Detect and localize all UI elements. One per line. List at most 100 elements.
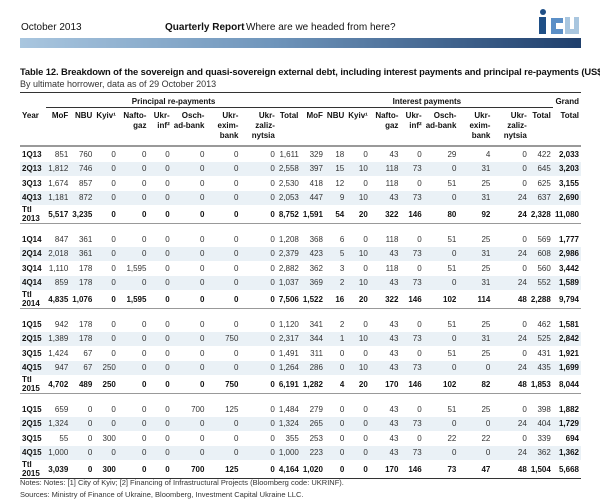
value-cell: 3,039 <box>46 460 71 479</box>
value-cell: 73 <box>400 360 424 375</box>
value-cell: 6,191 <box>278 379 299 389</box>
value-cell: 397 <box>300 161 325 176</box>
value-cell: 48 <box>517 294 527 304</box>
value-cell: 178 <box>70 331 95 346</box>
table-row: 3Q15 1,424 67 0 0 0 0 0 0 1,491 311 0 0 43 0 51 25 0 431 1,… <box>20 346 581 361</box>
table-row: 4Q13 1,181 872 0 0 0 0 0 0 2,053 447 9 10 43 73 0 31 24 63… <box>20 190 581 205</box>
value-cell: 0 <box>206 445 241 460</box>
year-cell: 1Q15 <box>22 319 42 329</box>
value-cell: 0 <box>117 161 149 176</box>
value-cell: 118 <box>385 263 399 273</box>
value-cell: 2,053 <box>276 190 301 205</box>
value-cell: 0 <box>233 234 239 244</box>
total-row: Ttl 2015 3,039 0 300 0 0 700 125 0 4,164 1,020 0 0 17… <box>20 460 581 479</box>
year-cell: Ttl 2015 <box>22 375 40 393</box>
value-cell: 0 <box>417 404 422 414</box>
year-cell: 1Q13 <box>22 149 42 159</box>
value-cell: 0 <box>363 404 368 414</box>
value-cell: 43 <box>369 360 401 375</box>
value-cell: 31 <box>458 161 493 176</box>
value-cell: 369 <box>300 275 325 290</box>
value-cell: 0 <box>458 360 493 375</box>
value-cell: 0 <box>165 319 170 329</box>
value-cell: 0 <box>233 294 239 304</box>
value-cell: 0 <box>240 360 277 375</box>
value-cell: 422 <box>537 149 551 159</box>
value-cell: 18 <box>335 149 345 159</box>
total-row: Ttl 2014 4,835 1,076 0 1,595 0 0 0 0 7,506 1,522 16… <box>20 290 581 309</box>
table-row: 3Q14 1,110 178 0 1,595 0 0 0 0 2,882 362 3 0 118 0 51 25… <box>20 261 581 276</box>
value-cell: 0 <box>270 319 275 329</box>
value-cell: 0 <box>165 294 170 304</box>
value-cell: 0 <box>111 348 116 358</box>
value-cell: 0 <box>165 433 170 443</box>
grand-total-cell: 8,044 <box>558 379 579 389</box>
value-cell: 0 <box>522 234 527 244</box>
grand-header: Grand <box>552 92 581 108</box>
value-cell: 146 <box>408 209 422 219</box>
value-cell: 43 <box>389 348 399 358</box>
value-cell: 0 <box>423 331 459 346</box>
value-cell: 0 <box>148 190 172 205</box>
table-sources: Sources: Ministry of Finance of Ukraine,… <box>20 490 304 499</box>
value-cell: 0 <box>117 445 149 460</box>
value-cell: 0 <box>270 404 275 414</box>
value-cell: 2,558 <box>276 161 301 176</box>
value-cell: 0 <box>240 460 277 479</box>
value-cell: 0 <box>142 178 147 188</box>
value-cell: 125 <box>206 460 241 479</box>
value-cell: 847 <box>54 234 69 244</box>
value-cell: 569 <box>537 234 551 244</box>
value-cell: 0 <box>270 433 275 443</box>
value-cell: 552 <box>528 275 553 290</box>
value-cell: 0 <box>94 331 118 346</box>
column-header: Ukr-exim-bank <box>206 107 241 147</box>
value-cell: 322 <box>385 294 399 304</box>
value-cell: 20 <box>358 209 368 219</box>
value-cell: 0 <box>240 416 277 431</box>
value-cell: 637 <box>528 190 553 205</box>
value-cell: 0 <box>324 360 347 375</box>
value-cell: 0 <box>522 149 527 159</box>
value-cell: 0 <box>199 263 205 273</box>
year-cell: Ttl 2015 <box>20 460 47 479</box>
value-cell: 118 <box>385 234 399 244</box>
value-cell: 48 <box>492 460 529 479</box>
value-cell: 0 <box>111 319 116 329</box>
value-cell: 0 <box>199 149 205 159</box>
value-cell: 0 <box>94 445 118 460</box>
grand-total-cell: 1,362 <box>552 445 581 460</box>
value-cell: 31 <box>458 275 493 290</box>
table-row: 1Q15 942 178 0 0 0 0 0 0 1,120 341 2 0 43 0 51 25 0 462 1,5… <box>20 317 581 332</box>
value-cell: 43 <box>369 331 401 346</box>
value-cell: 0 <box>94 190 118 205</box>
year-cell: 4Q14 <box>20 275 47 290</box>
year-cell: 4Q15 <box>20 445 47 460</box>
value-cell: 700 <box>171 460 207 479</box>
value-cell: 0 <box>240 331 277 346</box>
value-cell: 118 <box>385 178 399 188</box>
grand-total-cell: 694 <box>565 433 579 443</box>
value-cell: 0 <box>417 178 422 188</box>
value-cell: 0 <box>233 319 239 329</box>
value-cell: 0 <box>324 416 347 431</box>
grand-total-cell: 2,690 <box>552 190 581 205</box>
value-cell: 0 <box>94 161 118 176</box>
value-cell: 0 <box>87 404 93 414</box>
value-cell: 15 <box>324 161 347 176</box>
year-cell: 3Q15 <box>22 433 42 443</box>
value-cell: 73 <box>423 460 459 479</box>
value-cell: 170 <box>385 379 399 389</box>
value-cell: 0 <box>94 416 118 431</box>
value-cell: 31 <box>458 246 493 261</box>
value-cell: 73 <box>400 246 424 261</box>
value-cell: 0 <box>165 379 170 389</box>
value-cell: 0 <box>199 294 205 304</box>
value-cell: 362 <box>528 445 553 460</box>
value-cell: 43 <box>369 445 401 460</box>
value-cell: 0 <box>240 190 277 205</box>
value-cell: 146 <box>408 294 422 304</box>
value-cell: 146 <box>400 460 424 479</box>
value-cell: 24 <box>492 416 529 431</box>
value-cell: 0 <box>171 246 207 261</box>
